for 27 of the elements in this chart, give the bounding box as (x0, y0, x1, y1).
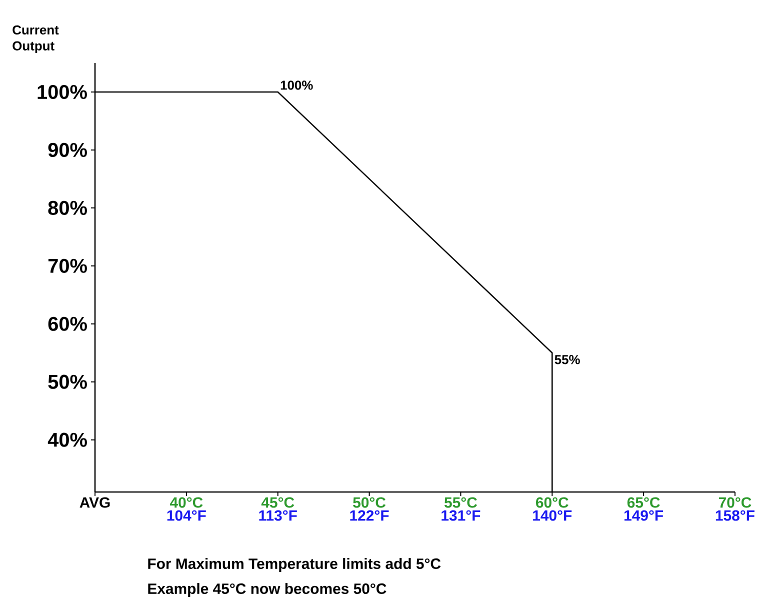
text: Example 45°C now becomes 50°C (148, 583, 386, 597)
y-tick-label: 40% (48, 432, 87, 447)
y-tick-label: 100% (38, 84, 87, 100)
x-tick-label: 40°C (170, 497, 203, 508)
y-axis-title: Current Output (12, 25, 59, 54)
x-tick-label: 55°C (444, 497, 477, 508)
text: For Maximum Temperature limits add 5°C (148, 558, 441, 572)
x2-tick-label: 113°F (259, 510, 297, 521)
x2-tick-label: 122°F (350, 510, 389, 521)
y-tick-label: 80% (48, 200, 87, 215)
y-tick-label: 50% (48, 374, 87, 389)
x-tick-label: 50°C (353, 497, 386, 508)
y-tick-label: 90% (48, 142, 87, 158)
x2-tick-label: 104°F (167, 510, 206, 521)
annotation: 55% (554, 355, 580, 364)
x-tick-label: 60°C (536, 497, 568, 508)
y-tick-label: 60% (48, 316, 87, 331)
x-tick-label: AVG (80, 497, 110, 508)
x2-tick-label: 149°F (624, 510, 664, 521)
x-tick-label: 45°C (261, 497, 294, 508)
x-tick-label: 65°C (627, 497, 660, 508)
x2-tick-label: 131°F (442, 510, 480, 521)
x2-tick-label: 140°F (533, 510, 572, 521)
y-tick-label: 70% (48, 258, 87, 273)
x2-tick-label: 158°F (716, 510, 754, 521)
annotation: 100% (280, 80, 313, 90)
x-tick-label: 70°C (718, 497, 752, 508)
